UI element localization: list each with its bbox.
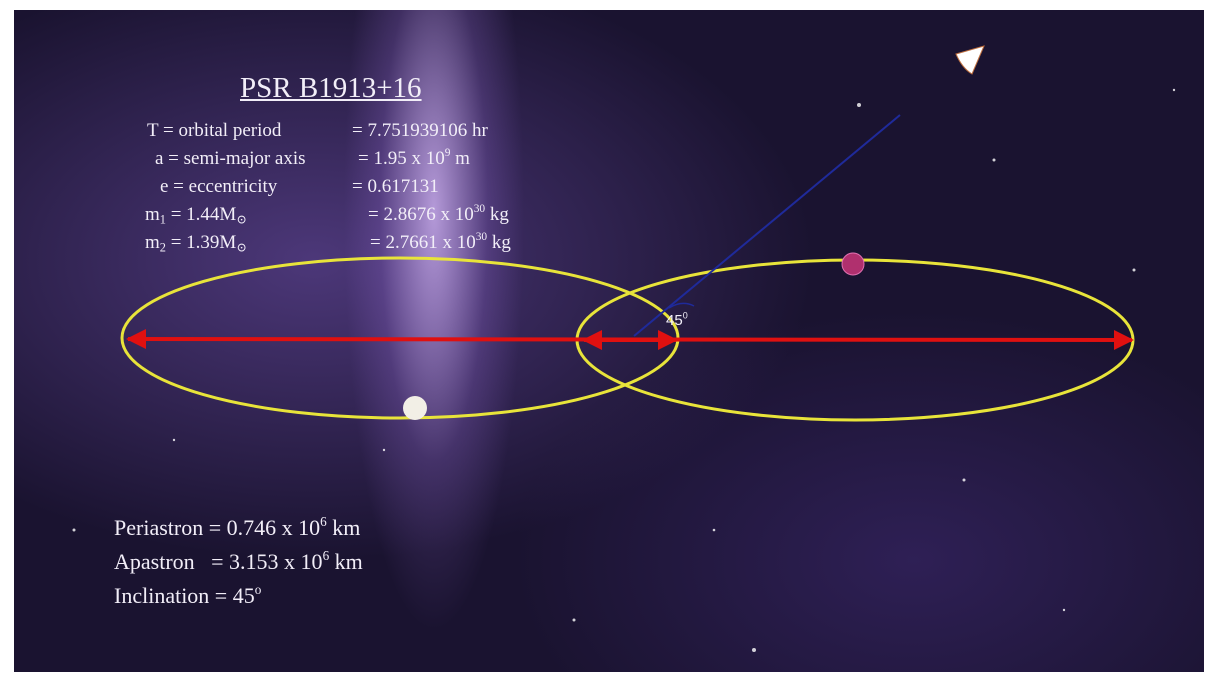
parameter-value: = 0.617131 bbox=[352, 176, 439, 198]
text-run: Inclination = 45 bbox=[114, 583, 255, 608]
parameter-value: = 2.7661 x 1030 kg bbox=[370, 232, 511, 254]
text-run: m bbox=[450, 148, 470, 169]
parameter-label: a = semi-major axis bbox=[155, 148, 306, 170]
text-run: kg bbox=[487, 232, 511, 253]
supscript: o bbox=[255, 582, 262, 597]
text-run: Periastron = 0.746 x 10 bbox=[114, 515, 320, 540]
parameter-value: = 2.8676 x 1030 kg bbox=[368, 204, 509, 226]
parameter-value: = 1.95 x 109 m bbox=[358, 148, 470, 170]
title: PSR B1913+16 bbox=[240, 72, 422, 105]
text-run: km bbox=[329, 549, 363, 574]
video-frame: PSR B1913+16 T = orbital period = 7.75193… bbox=[14, 10, 1204, 672]
text-run: = 1.44M bbox=[166, 204, 236, 225]
supscript: 30 bbox=[474, 203, 485, 215]
observer bbox=[956, 46, 984, 74]
supscript: 30 bbox=[476, 231, 487, 243]
text-run: m bbox=[145, 204, 160, 225]
summary-line: Inclination = 45o bbox=[114, 583, 261, 609]
subscript: ⊙ bbox=[236, 241, 246, 255]
supscript: 6 bbox=[320, 514, 327, 529]
text-run: = 2.8676 x 10 bbox=[368, 204, 474, 225]
angle-label: 450 bbox=[666, 312, 688, 329]
text-run: Apastron = 3.153 x 10 bbox=[114, 549, 323, 574]
text-run: m bbox=[145, 232, 160, 253]
text-run: = 0.617131 bbox=[352, 176, 439, 197]
parameter-label: T = orbital period bbox=[147, 120, 281, 142]
supscript: 0 bbox=[683, 311, 688, 321]
summary-line: Periastron = 0.746 x 106 km bbox=[114, 515, 360, 541]
subscript: ⊙ bbox=[236, 213, 246, 227]
text-run: e = eccentricity bbox=[160, 176, 277, 197]
text-run: T = orbital period bbox=[147, 120, 281, 141]
parameter-label: e = eccentricity bbox=[160, 176, 277, 198]
summary-line: Apastron = 3.153 x 106 km bbox=[114, 549, 363, 575]
text-run: km bbox=[327, 515, 361, 540]
text-run: = 1.39M bbox=[166, 232, 236, 253]
parameter-value: = 7.751939106 hr bbox=[352, 120, 488, 142]
text-run: a = semi-major axis bbox=[155, 148, 306, 169]
parameter-label: m1 = 1.44M⊙ bbox=[145, 204, 247, 226]
text-run: 45 bbox=[666, 312, 683, 329]
parameter-label: m2 = 1.39M⊙ bbox=[145, 232, 247, 254]
text-run: = 1.95 x 10 bbox=[358, 148, 445, 169]
line-of-sight bbox=[634, 115, 900, 336]
pulsar bbox=[403, 396, 427, 420]
text-run: kg bbox=[485, 204, 509, 225]
text-run: = 2.7661 x 10 bbox=[370, 232, 476, 253]
text-run: = 7.751939106 hr bbox=[352, 120, 488, 141]
companion-star bbox=[842, 253, 864, 275]
